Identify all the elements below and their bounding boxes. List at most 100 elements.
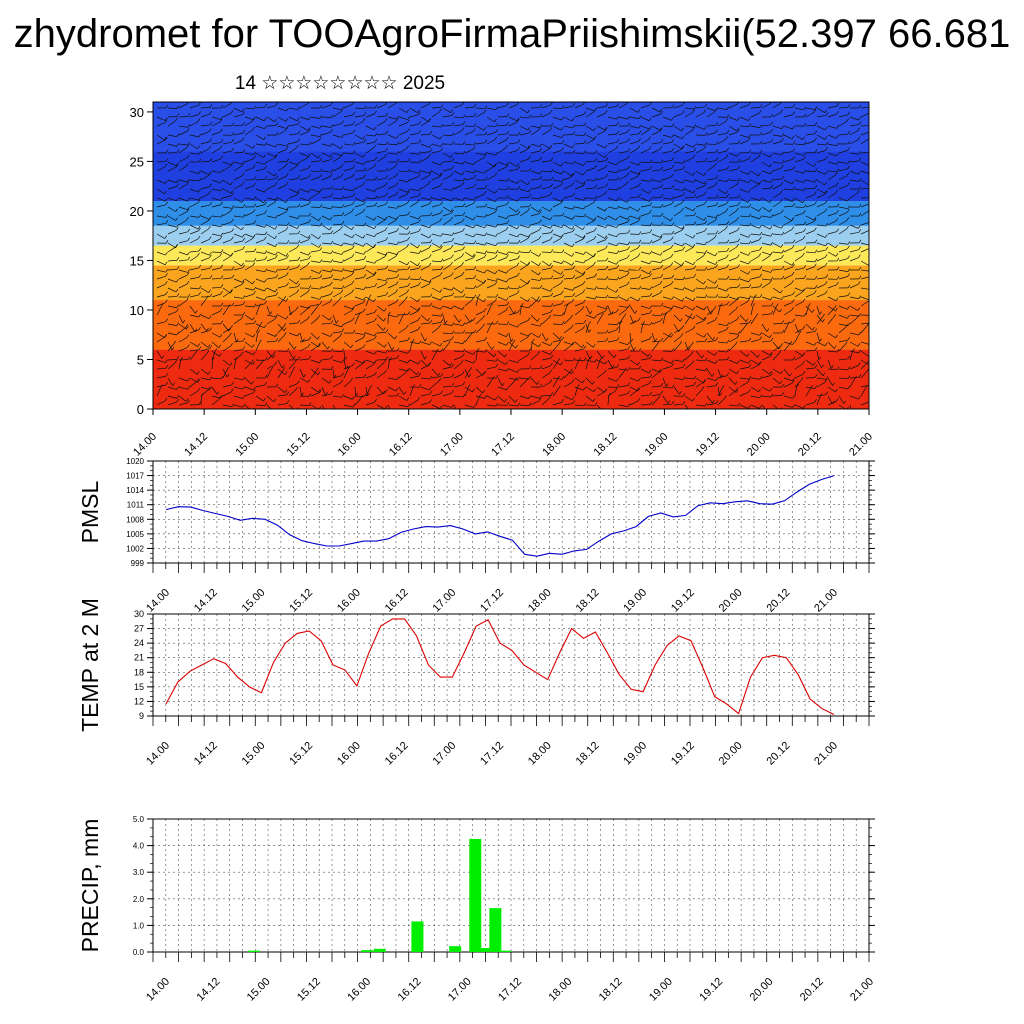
wind-barb (838, 395, 845, 404)
wind-barb-flag (417, 326, 421, 330)
wind-barb-flag (462, 121, 466, 125)
x-tick-label: 18.12 (574, 587, 602, 615)
wind-barb-flag (583, 357, 587, 362)
wind-barb-flag (649, 102, 652, 106)
wind-barb-flag (671, 236, 674, 240)
wind-barb (750, 350, 758, 358)
wind-barb (508, 275, 518, 280)
wind-barb-flag (285, 298, 289, 302)
wind-barb-flag (759, 332, 762, 336)
x-tick-label: 18.12 (574, 740, 602, 768)
wind-barb-flag (286, 222, 290, 226)
wind-barb (409, 107, 418, 114)
wind-barb (552, 197, 562, 202)
wind-barb (585, 167, 595, 172)
wind-barb (431, 111, 440, 118)
wind-barb-flag (714, 280, 718, 284)
wind-barb-flag (517, 211, 521, 215)
wind-barb (310, 134, 320, 138)
wind-barb (519, 233, 529, 238)
wind-barb-flag (847, 160, 851, 164)
wind-barb-flag (824, 234, 828, 238)
wind-barb-flag (275, 292, 279, 296)
wind-barb (563, 345, 572, 352)
wind-barb (178, 360, 182, 370)
wind-barb-flag (517, 131, 521, 136)
wind-barb (519, 306, 522, 316)
wind-barb (827, 332, 836, 339)
wind-barb (255, 204, 265, 208)
wind-barb (442, 287, 452, 291)
wind-barb-flag (429, 399, 432, 403)
wind-barb (849, 139, 859, 145)
wind-barb-flag (220, 320, 224, 324)
wind-barb-flag (791, 135, 795, 140)
wind-barb (277, 229, 287, 235)
wind-barb (739, 188, 749, 193)
wind-barb (805, 125, 816, 127)
wind-barb-flag (692, 397, 695, 402)
wind-barb (310, 192, 319, 199)
wind-barb (453, 314, 460, 323)
wind-barb (838, 114, 848, 118)
wind-barb (211, 238, 221, 244)
wind-barb (387, 256, 396, 262)
wind-barb (585, 125, 594, 132)
wind-barb-flag (440, 197, 444, 201)
wind-barb-flag (538, 235, 542, 240)
wind-barb (244, 392, 254, 397)
wind-barb (783, 324, 789, 334)
wind-barb (662, 247, 672, 253)
wind-barb (277, 143, 287, 147)
wind-barb (585, 276, 595, 280)
wind-barb (277, 107, 287, 112)
wind-barb (354, 233, 364, 239)
wind-barb (541, 332, 547, 342)
wind-barb-flag (660, 274, 664, 278)
wind-barb-flag (858, 157, 862, 162)
wind-barb (794, 143, 804, 146)
wind-barb-flag (275, 122, 279, 126)
wind-barb-flag (329, 153, 333, 157)
wind-barb (530, 238, 540, 244)
wind-barb (816, 224, 826, 227)
wind-barb (750, 404, 760, 409)
wind-barb (673, 260, 682, 267)
wind-barb-flag (616, 176, 620, 181)
wind-barb (541, 365, 551, 370)
wind-barb (618, 324, 621, 334)
wind-barb (827, 134, 837, 139)
wind-barb (794, 387, 797, 397)
wind-barb-flag (428, 180, 431, 185)
wind-barb (717, 228, 726, 235)
wind-barb (222, 327, 231, 334)
wind-barb (222, 368, 228, 378)
wind-barb (255, 161, 265, 165)
wind-barb-flag (770, 184, 774, 189)
wind-barb-flag (429, 293, 433, 297)
wind-barb-flag (308, 255, 312, 260)
wind-barb (211, 350, 220, 357)
wind-barb (233, 140, 243, 145)
wind-barb-flag (847, 385, 851, 390)
wind-barb (618, 249, 628, 253)
wind-barb (618, 341, 628, 346)
wind-barb (409, 114, 419, 118)
wind-barb-flag (406, 324, 409, 329)
wind-barb (244, 305, 254, 308)
wind-barb-flag (605, 329, 609, 334)
wind-barb-flag (638, 317, 641, 321)
wind-barb-flag (231, 192, 234, 196)
wind-barb-flag (648, 369, 652, 374)
wind-barb (530, 213, 540, 217)
wind-barb-flag (626, 180, 629, 185)
wind-barb-flag (792, 141, 796, 145)
wind-barb-flag (231, 274, 235, 279)
wind-barb-flag (769, 199, 773, 203)
wind-barb (442, 240, 452, 244)
wind-barb-flag (198, 326, 201, 331)
wind-barb-flag (219, 253, 222, 257)
wind-barb (310, 215, 319, 221)
wind-barb-flag (803, 106, 807, 111)
